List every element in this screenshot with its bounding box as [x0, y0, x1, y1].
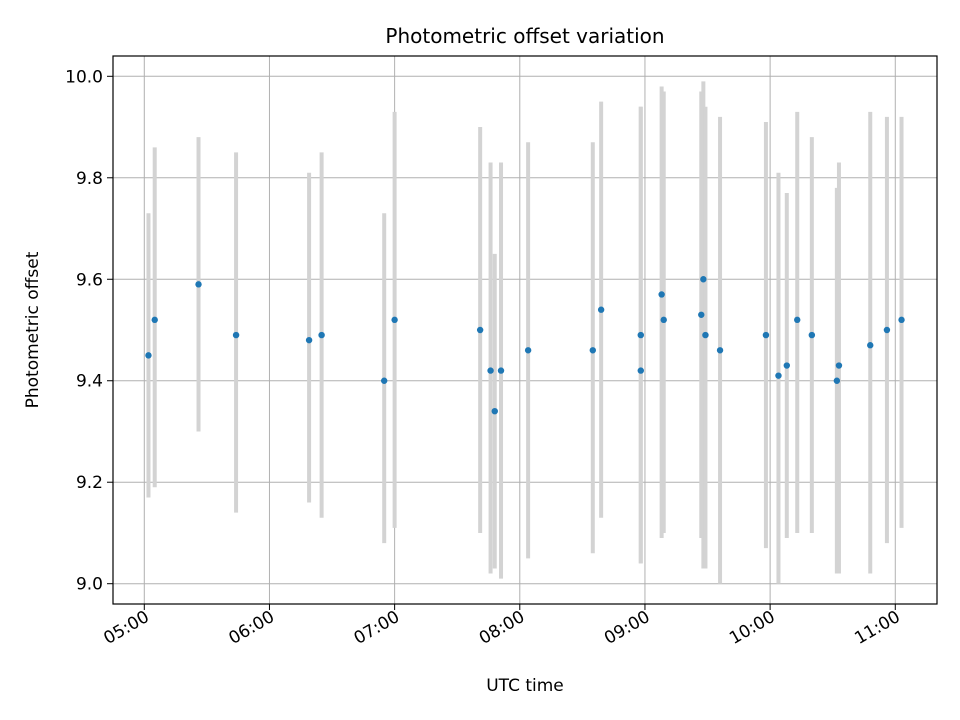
data-point — [794, 316, 801, 324]
y-tick-label: 9.2 — [76, 473, 103, 493]
data-points — [145, 276, 905, 415]
data-point — [716, 347, 724, 354]
y-tick-label: 9.6 — [76, 270, 103, 290]
x-axis-label: UTC time — [486, 676, 564, 696]
data-point — [391, 316, 398, 324]
data-point — [833, 377, 841, 384]
y-axis-ticks: 9.0 9.2 9.4 9.6 9.8 10.0 — [65, 67, 113, 595]
data-point — [700, 276, 707, 283]
y-axis-label: Photometric offset — [23, 251, 43, 408]
y-tick-label: 9.4 — [76, 372, 103, 392]
data-point — [637, 331, 644, 339]
y-tick-label: 9.0 — [76, 575, 103, 595]
data-point — [867, 342, 874, 349]
data-point — [658, 291, 665, 298]
data-point — [487, 367, 494, 374]
data-point — [476, 326, 484, 334]
data-point — [698, 311, 705, 318]
data-point — [491, 407, 498, 415]
data-point — [883, 326, 891, 334]
data-point — [589, 347, 596, 354]
y-tick-label: 10.0 — [65, 67, 103, 87]
data-point — [835, 362, 843, 369]
data-point — [702, 331, 709, 339]
data-point — [898, 316, 905, 324]
data-point — [232, 331, 240, 339]
y-tick-label: 9.8 — [76, 169, 103, 189]
data-point — [783, 362, 791, 369]
x-axis-ticks: 05:00 06:00 07:00 08:00 09:00 10:00 11:00 — [100, 604, 904, 649]
data-point — [195, 281, 202, 288]
data-point — [305, 336, 313, 344]
data-point — [524, 347, 532, 354]
data-point — [637, 367, 644, 374]
x-tick-label: 05:00 — [100, 607, 152, 649]
data-point — [660, 316, 667, 324]
data-point — [318, 331, 325, 339]
plot-frame — [112, 55, 938, 605]
data-point — [145, 352, 152, 359]
grid — [113, 56, 937, 604]
x-tick-label: 11:00 — [851, 607, 903, 649]
data-point — [762, 331, 770, 339]
data-point — [497, 367, 505, 374]
data-point — [151, 316, 158, 324]
x-tick-label: 10:00 — [726, 607, 778, 649]
data-point — [380, 377, 388, 384]
data-point — [775, 372, 782, 379]
error-bars — [146, 81, 904, 584]
x-tick-label: 06:00 — [226, 607, 278, 649]
data-point — [597, 306, 605, 313]
data-point — [808, 331, 816, 339]
x-tick-label: 09:00 — [601, 607, 653, 649]
x-tick-label: 07:00 — [351, 607, 403, 649]
chart-title: Photometric offset variation — [385, 24, 664, 48]
x-tick-label: 08:00 — [476, 607, 528, 649]
